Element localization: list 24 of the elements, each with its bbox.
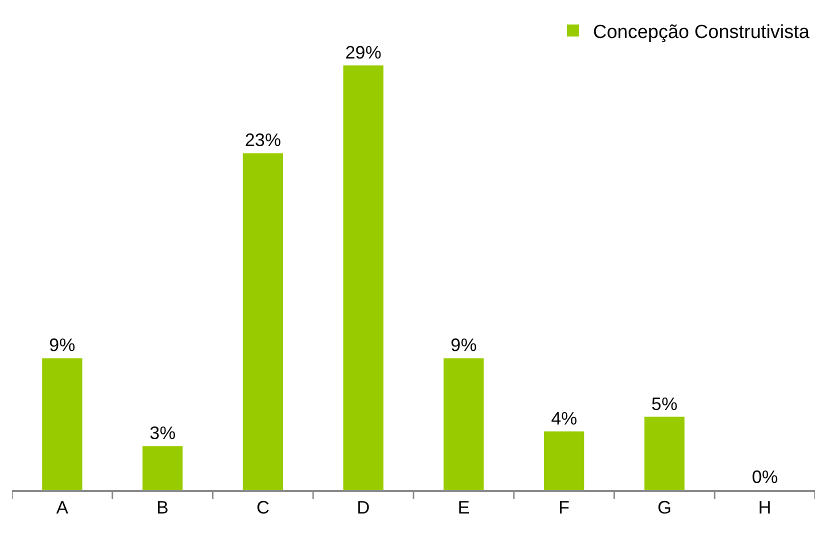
data-label: 29% <box>345 42 382 62</box>
bar <box>242 153 284 490</box>
x-tick-label: C <box>256 497 270 518</box>
bar <box>644 416 685 490</box>
x-tick-label: G <box>657 497 672 518</box>
x-tick-label: B <box>156 497 169 518</box>
bar <box>343 65 384 490</box>
data-label: 3% <box>150 423 176 444</box>
bar <box>444 358 484 490</box>
x-tick-label: H <box>758 497 772 518</box>
data-label: 9% <box>49 335 76 356</box>
data-label: 9% <box>450 335 477 356</box>
data-label: 23% <box>244 130 281 150</box>
x-tick-label: D <box>356 497 370 518</box>
x-tick-label: A <box>56 497 68 518</box>
data-label: 0% <box>752 467 778 487</box>
bar <box>544 431 584 490</box>
data-label: 4% <box>551 408 578 428</box>
bar <box>42 358 82 490</box>
data-label: 5% <box>651 394 678 414</box>
x-tick-label: F <box>558 497 570 518</box>
legend-label: Concepção Construtivista <box>593 22 810 43</box>
x-tick-label: E <box>458 497 470 518</box>
bar <box>142 446 183 490</box>
